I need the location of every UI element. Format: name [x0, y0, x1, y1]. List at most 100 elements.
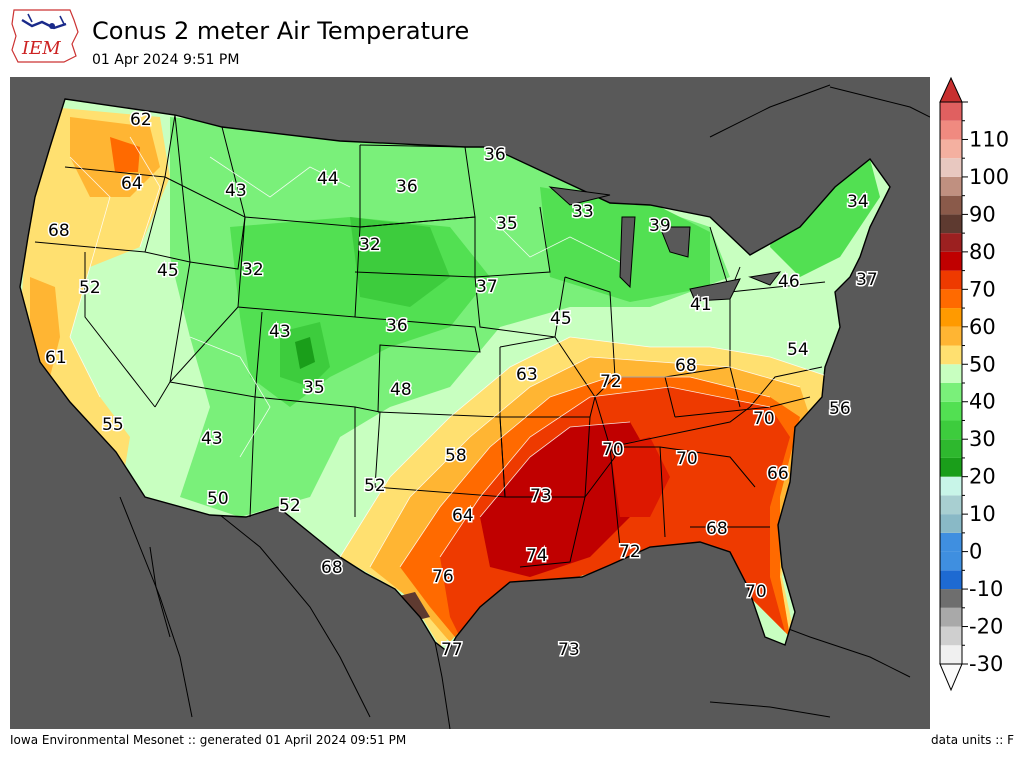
temperature-labels: 62 64 43 44 36 36 35 33 39 34 68 32 32 45 52 37 46 37 41 45… — [44, 109, 880, 662]
label-37-nebraska-iowa: 37 — [476, 277, 498, 297]
label-45-nevada-north: 45 — [157, 261, 179, 281]
label-76-south-texas: 76 — [432, 567, 454, 587]
neighbor-land-outlines — [119, 84, 930, 729]
label-52-texas-panhandle: 52 — [364, 476, 386, 496]
label-48-kansas: 48 — [390, 380, 412, 400]
colorbar-band — [940, 570, 962, 590]
colorbar-tick-label: 20 — [969, 465, 996, 489]
colorbar-tick-label: 110 — [969, 127, 1009, 151]
colorbar-band — [940, 514, 962, 533]
colorbar-band — [940, 607, 962, 627]
label-55-southern-california: 55 — [102, 415, 124, 435]
colorbar-band — [940, 251, 962, 271]
great-lakes — [548, 186, 782, 302]
logo-text: IEM — [21, 38, 61, 59]
label-43-idaho: 43 — [225, 181, 247, 201]
label-74-louisiana: 74 — [526, 546, 548, 566]
label-52-new-mexico: 52 — [279, 496, 301, 516]
label-62-oregon-north: 62 — [130, 110, 152, 130]
label-58-oklahoma: 58 — [445, 446, 467, 466]
label-73-gulf: 73 — [558, 640, 580, 660]
temperature-map: 62 64 43 44 36 36 35 33 39 34 68 32 32 45 52 37 46 37 41 45… — [10, 77, 930, 729]
label-70-georgia: 70 — [676, 449, 698, 469]
colorbar-band — [940, 626, 962, 646]
label-64-texas: 64 — [452, 506, 474, 526]
colorbar-tick-label: 10 — [969, 502, 996, 526]
colorbar-band — [940, 383, 962, 402]
colorbar-min-extension — [939, 663, 963, 692]
colorbar-band — [940, 195, 962, 215]
footer-credit: Iowa Environmental Mesonet :: generated … — [10, 733, 407, 747]
colorbar-band — [940, 214, 962, 234]
colorbar-band — [940, 551, 962, 571]
colorbar-tick-label: -30 — [969, 652, 1003, 676]
label-56-north-carolina-coast: 56 — [829, 399, 851, 419]
label-41-ohio-north: 41 — [690, 295, 712, 315]
colorbar-band — [940, 158, 962, 177]
label-36-nebraska: 36 — [386, 316, 408, 336]
colorbar-band — [940, 476, 962, 496]
label-35-minnesota: 35 — [496, 214, 518, 234]
label-68-west-virginia: 68 — [675, 356, 697, 376]
label-68-northern-california-coast: 68 — [48, 221, 70, 241]
label-44-montana: 44 — [317, 169, 339, 189]
colorbar-band — [940, 364, 962, 383]
colorbar-tick-label: 40 — [969, 390, 996, 414]
label-32-south-dakota: 32 — [359, 235, 381, 255]
colorbar-band — [940, 439, 962, 458]
colorbar-band — [940, 289, 962, 309]
colorbar-band — [940, 532, 962, 552]
colorbar-tick-label: 70 — [969, 277, 996, 301]
colorbar-band — [940, 495, 962, 515]
colorbar-band — [940, 589, 962, 608]
label-70-florida: 70 — [745, 582, 767, 602]
label-70-tennessee: 70 — [602, 440, 624, 460]
colorbar-tick-label: 80 — [969, 240, 996, 264]
map-timestamp: 01 Apr 2024 9:51 PM — [92, 52, 240, 68]
colorbar-tick-label: -20 — [969, 615, 1003, 639]
colorbar-band — [940, 457, 962, 477]
label-35-colorado: 35 — [303, 378, 325, 398]
label-66-south-carolina: 66 — [767, 464, 789, 484]
colorbar-bands — [939, 76, 963, 692]
colorbar-tick-label: 100 — [969, 165, 1009, 189]
label-34-maine: 34 — [847, 192, 869, 212]
label-72-kentucky-west: 72 — [600, 372, 622, 392]
label-77-texas-south: 77 — [441, 640, 463, 660]
label-68-west-texas: 68 — [321, 558, 343, 578]
colorbar-band — [940, 308, 962, 327]
colorbar-band — [940, 420, 962, 440]
colorbar-band — [940, 102, 962, 121]
colorbar-band — [940, 233, 962, 252]
colorbar-band — [940, 345, 962, 365]
colorbar-tick-label: 90 — [969, 202, 996, 226]
label-70-north-carolina: 70 — [753, 409, 775, 429]
label-54-virginia: 54 — [787, 340, 809, 360]
colorbar-tick-label: 60 — [969, 315, 996, 339]
colorbar-band — [940, 270, 962, 290]
colorbar-tick-label: -10 — [969, 577, 1003, 601]
label-36-north-dakota: 36 — [396, 177, 418, 197]
label-37-connecticut: 37 — [856, 270, 878, 290]
label-73-arkansas: 73 — [530, 486, 552, 506]
label-64-oregon: 64 — [121, 174, 143, 194]
label-45-iowa: 45 — [550, 309, 572, 329]
label-61-california-central: 61 — [45, 348, 67, 368]
label-68-florida-north: 68 — [706, 519, 728, 539]
label-46-new-york: 46 — [778, 272, 800, 292]
colorbar-band — [940, 139, 962, 159]
label-50-arizona-south: 50 — [207, 489, 229, 509]
label-36-minnesota-north: 36 — [484, 145, 506, 165]
isotherm-lines — [69, 136, 831, 568]
label-43-utah: 43 — [269, 322, 291, 342]
colorbar-band — [940, 120, 962, 140]
label-52-california-north: 52 — [79, 278, 101, 298]
colorbar-tick-label: 30 — [969, 427, 996, 451]
footer-units: data units :: F — [931, 733, 1014, 747]
label-32-wyoming: 32 — [242, 260, 264, 280]
label-72-mississippi-coast: 72 — [619, 542, 641, 562]
label-39-michigan: 39 — [649, 216, 671, 236]
label-43-arizona: 43 — [201, 429, 223, 449]
label-33-wisconsin: 33 — [572, 202, 594, 222]
